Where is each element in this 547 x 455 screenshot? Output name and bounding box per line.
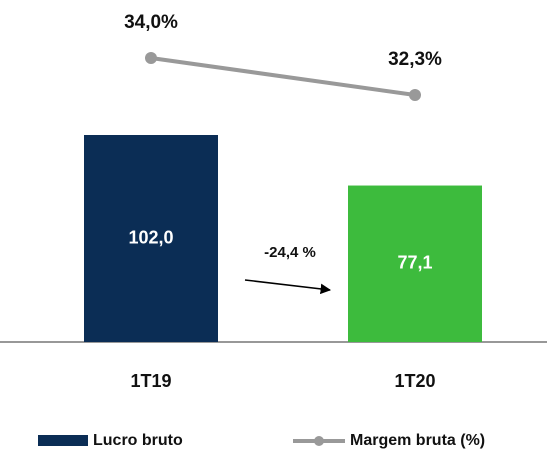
- annotation: -24,4 %: [264, 244, 316, 261]
- x-tick-label: 1T19: [130, 371, 171, 391]
- bar-value-label: 102,0: [128, 227, 173, 247]
- line-point: [145, 52, 157, 64]
- change-arrow: [244, 279, 332, 295]
- line: [150, 56, 416, 97]
- bar-value-label: 77,1: [397, 253, 432, 273]
- x-tick-label: 1T20: [394, 371, 435, 391]
- legend-label: Lucro bruto: [93, 432, 183, 449]
- bar: [348, 185, 482, 342]
- line-value-label: 32,3%: [388, 49, 442, 70]
- bar: [84, 135, 218, 342]
- legend-label: Margem bruta (%): [350, 432, 485, 449]
- line-value-label: 34,0%: [124, 12, 178, 33]
- legend-swatch: [38, 435, 88, 446]
- legend-swatch: [314, 436, 324, 446]
- line-point: [409, 89, 421, 101]
